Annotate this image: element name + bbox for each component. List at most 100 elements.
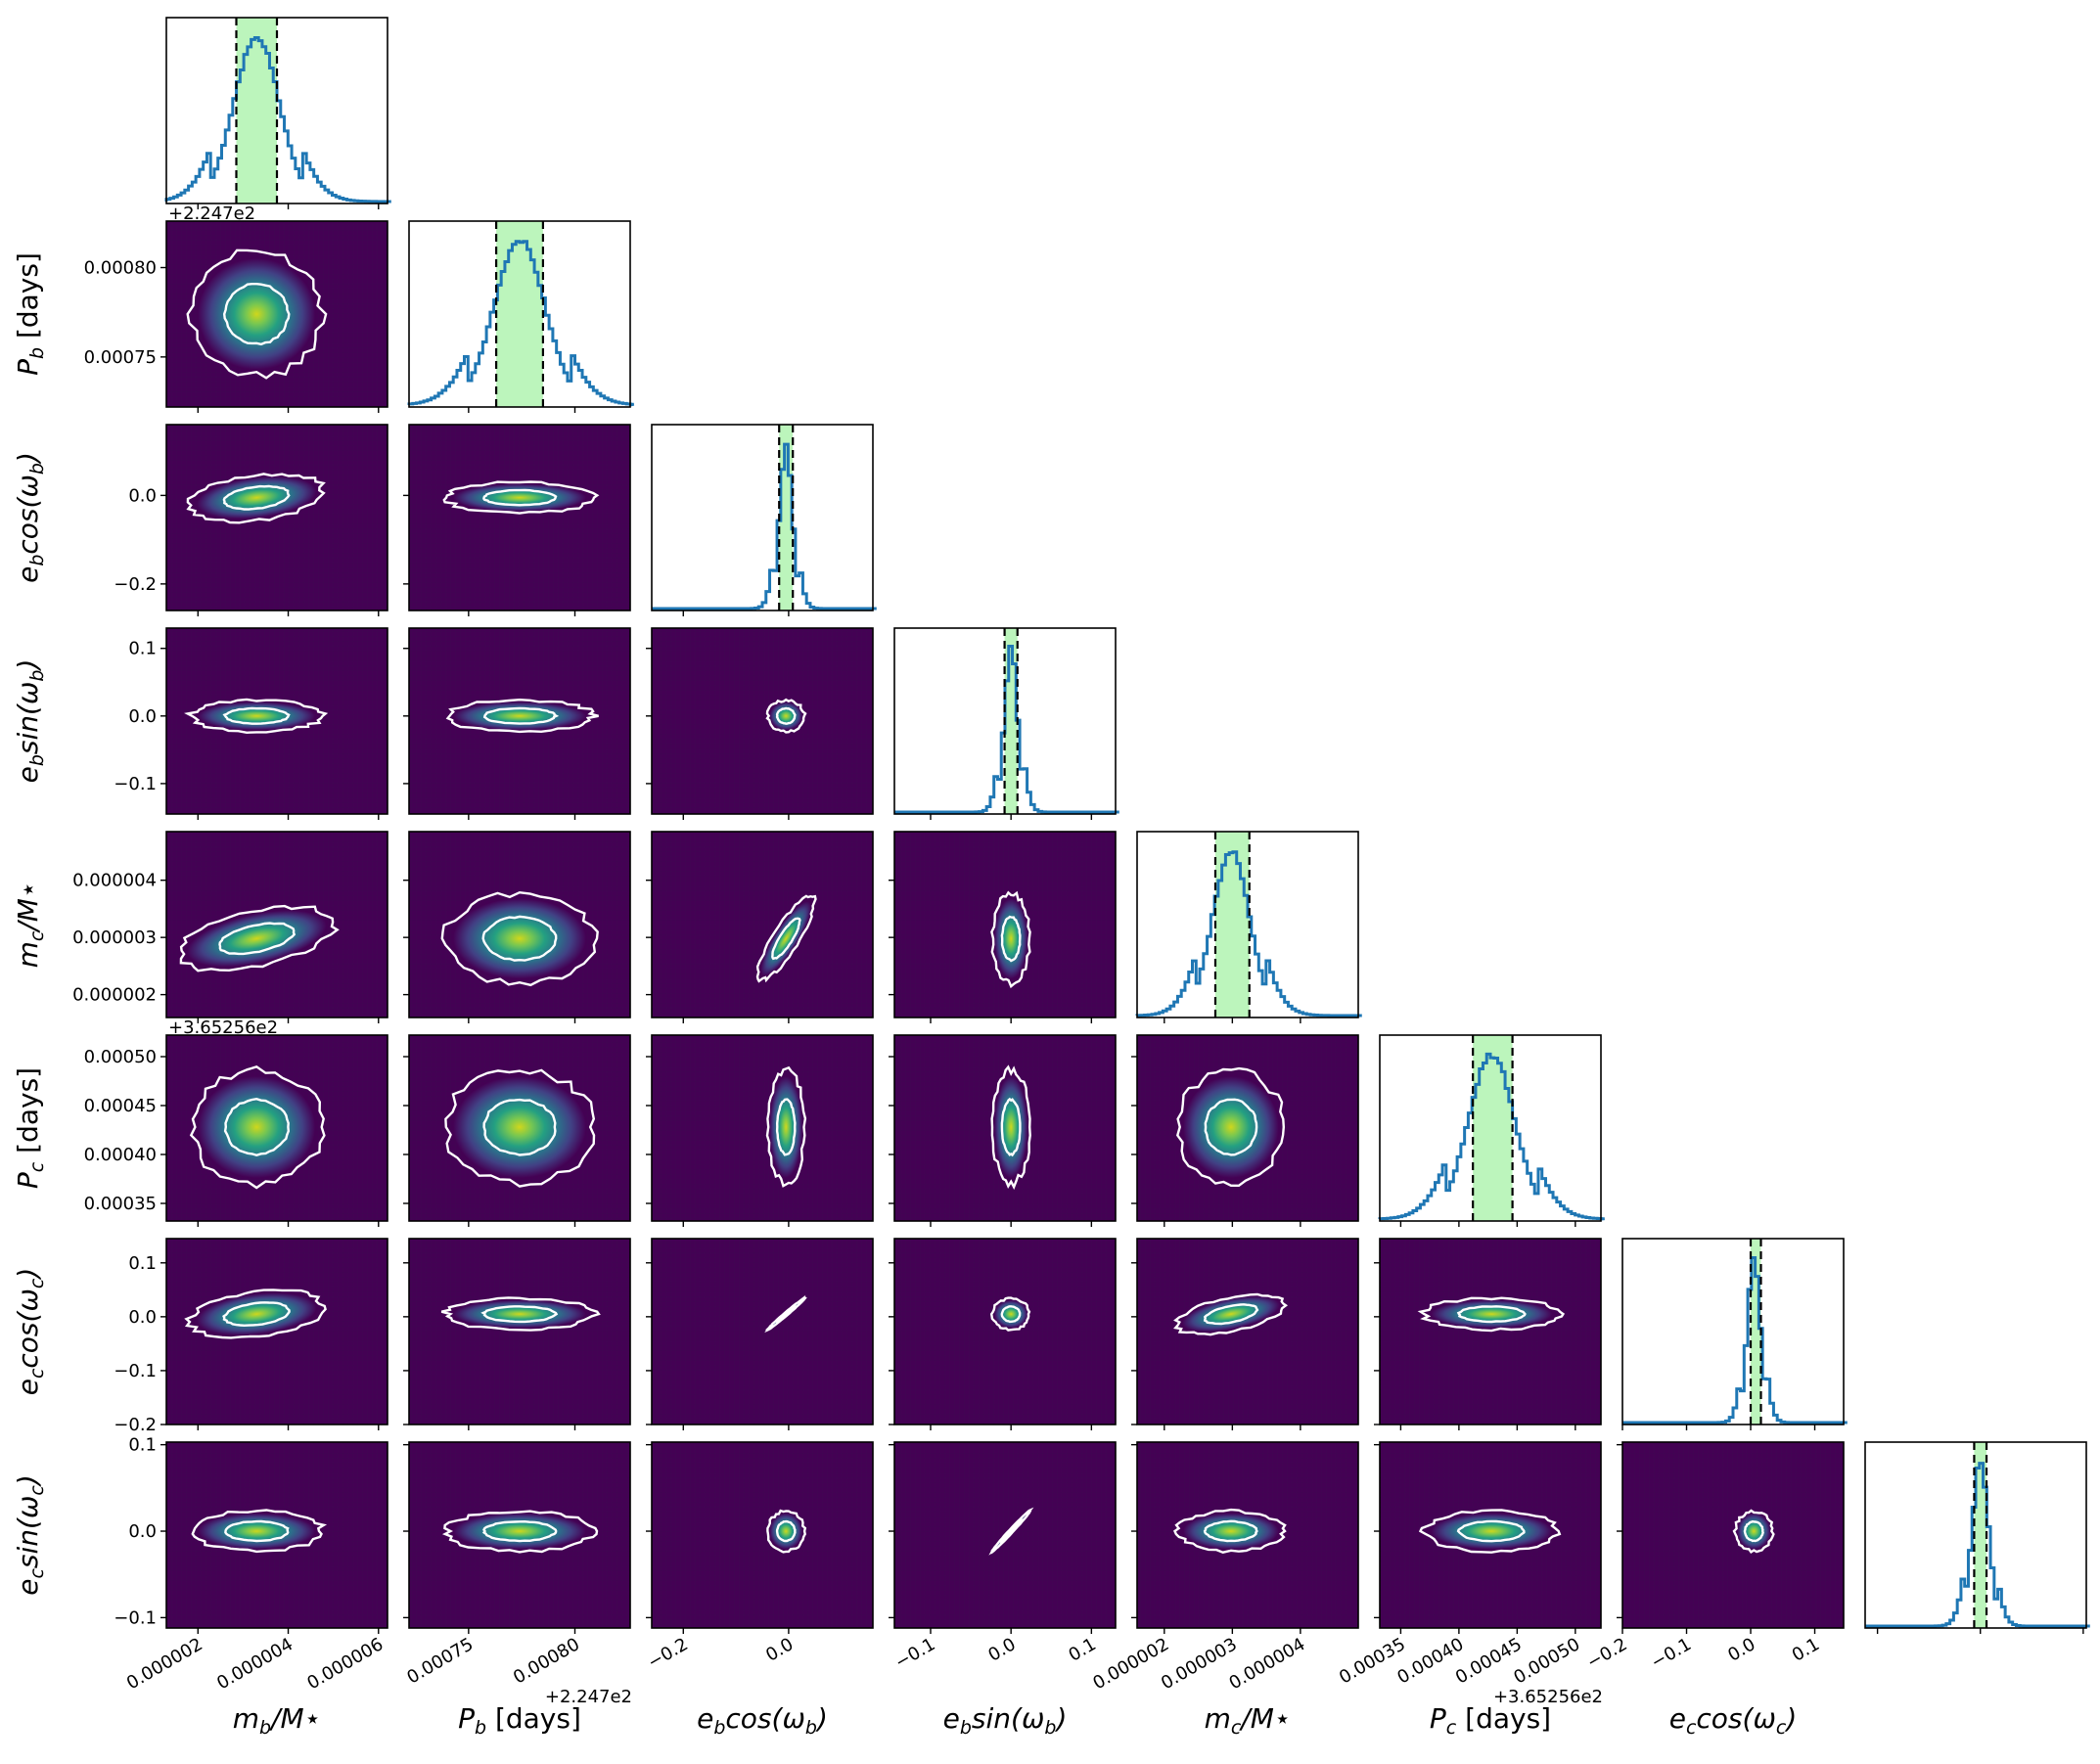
y-tick-label: 0.00050 (84, 1047, 157, 1067)
panel-frame (408, 1238, 631, 1425)
y-axis-label: ebcos(ωb) (12, 452, 48, 583)
panel-frame (1136, 1034, 1359, 1222)
contour-outer (440, 890, 599, 987)
contour-inner (1743, 1519, 1764, 1543)
contour-outer (1418, 1509, 1562, 1554)
x-tick-label: 0.000002 (123, 1634, 206, 1694)
density-panel-6-4 (1131, 1238, 1359, 1430)
histogram-steps (1865, 1462, 2090, 1628)
density-panel-4-2 (646, 831, 874, 1023)
contour-inner (218, 922, 297, 956)
contour-inner (1203, 1303, 1259, 1326)
density-blob (1183, 1513, 1279, 1550)
panel-frame (651, 627, 874, 815)
x-tick-label: 0.0 (984, 1634, 1019, 1666)
histogram-panel-0 (164, 17, 391, 209)
density-panel-4-0 (160, 831, 388, 1023)
x-axis-label: ebsin(ωb) (943, 1702, 1068, 1739)
x-axis-label: Pb [days] (458, 1702, 581, 1739)
histogram-steps (164, 36, 391, 204)
panel-frame (165, 1238, 388, 1425)
density-blob (1737, 1513, 1771, 1550)
panel-frame (893, 627, 1117, 815)
y-axis-label: Pb [days] (12, 252, 48, 376)
y-tick-label: 0.0 (128, 706, 157, 727)
x-tick-label: 0.1 (1066, 1634, 1100, 1666)
x-tick-label: −0.2 (1583, 1634, 1630, 1673)
histogram-steps (1135, 850, 1362, 1018)
panel-frame (1379, 1441, 1602, 1629)
y-tick-label: 0.000003 (72, 927, 157, 948)
density-grid (894, 1239, 1116, 1425)
x-tick-label: 0.1 (1789, 1634, 1823, 1666)
contour-inner (481, 915, 558, 962)
contour-inner (1456, 1519, 1526, 1543)
contour-outer (184, 698, 329, 735)
density-panel-5-2 (646, 1034, 874, 1227)
density-blob (453, 701, 586, 731)
density-panel-6-0 (160, 1238, 388, 1430)
panel-background (652, 425, 873, 611)
panel-frame (1621, 1441, 1845, 1629)
x-tick-label: 0.00045 (1452, 1634, 1526, 1688)
panel-frame (408, 627, 631, 815)
panel-frame (408, 1034, 631, 1222)
contour-outer (765, 698, 807, 734)
y-tick-label: 0.0 (128, 485, 157, 506)
axis-offset-label: +3.65256e2 (1493, 1687, 1603, 1707)
contour-outer (765, 1065, 807, 1188)
y-tick-label: −0.1 (114, 1607, 157, 1628)
density-blob (198, 701, 316, 731)
density-blob (453, 898, 586, 979)
density-grid (1622, 1442, 1844, 1628)
density-blob (1431, 1513, 1553, 1550)
density-blob (1431, 1299, 1553, 1329)
contour-inner (1204, 1098, 1258, 1156)
density-blob (994, 1299, 1028, 1329)
contour-outer (990, 1064, 1031, 1191)
density-panel-6-3 (889, 1238, 1117, 1430)
panel-frame (893, 1238, 1117, 1425)
panel-frame (165, 1034, 388, 1222)
panel-frame (165, 831, 388, 1018)
x-tick-label: 0.0 (1724, 1634, 1758, 1666)
y-tick-label: 0.00040 (84, 1145, 157, 1165)
y-tick-label: −0.2 (114, 1415, 157, 1435)
y-tick-label: 0.000004 (72, 871, 157, 891)
x-tick-label: 0.000004 (1226, 1634, 1309, 1694)
density-panel-7-2 (646, 1441, 874, 1634)
contour-inner (775, 1519, 797, 1543)
axis-offset-label: +2.247e2 (545, 1687, 632, 1707)
x-tick-label: 0.00040 (1393, 1634, 1467, 1688)
histogram-panel-6 (1621, 1238, 1848, 1430)
y-axis-label: mc/M⋆ (12, 882, 48, 969)
histogram-panel-3 (893, 627, 1119, 820)
y-tick-label: −0.2 (114, 574, 157, 595)
density-grid (652, 1239, 873, 1425)
contour-inner (1000, 1097, 1022, 1157)
panel-frame (1864, 1441, 2087, 1629)
credible-interval-band (1751, 1239, 1761, 1425)
contour-inner (480, 1305, 559, 1324)
panel-frame (1136, 1238, 1359, 1425)
contour-outer (440, 1296, 601, 1332)
axis-offset-label: +2.247e2 (168, 204, 255, 224)
density-panel-1-0 (160, 220, 388, 413)
y-axis-label: ecsin(ωc) (12, 1474, 48, 1596)
density-panel-5-4 (1131, 1034, 1359, 1227)
contour-outer (764, 1294, 807, 1334)
x-tick-label: 0.00050 (1510, 1634, 1583, 1688)
histogram-steps (652, 442, 877, 611)
panel-frame (1379, 1034, 1602, 1222)
x-tick-label: −0.1 (1648, 1634, 1695, 1673)
histogram-panel-4 (1135, 831, 1362, 1023)
panel-frame (408, 220, 631, 408)
panel-frame (651, 1441, 874, 1629)
y-tick-label: 0.00075 (84, 347, 157, 368)
contour-inner (222, 283, 291, 346)
histogram-panel-5 (1378, 1034, 1605, 1227)
x-axis-label: eccos(ωc) (1669, 1702, 1798, 1739)
contour-inner (1000, 1305, 1022, 1324)
density-panel-7-3 (889, 1441, 1117, 1634)
